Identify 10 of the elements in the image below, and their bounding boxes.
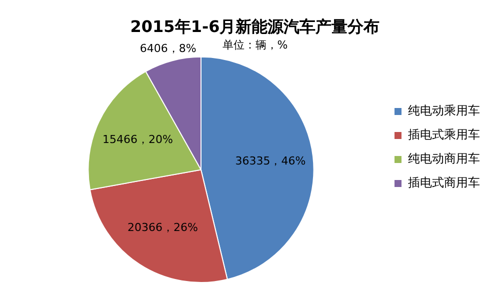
data-label: 36335，46%: [235, 154, 306, 168]
chart-subtitle: 单位：辆，%: [222, 38, 288, 52]
legend-label: 插电式乘用车: [408, 128, 480, 142]
chart-title: 2015年1-6月新能源汽车产量分布: [130, 16, 380, 36]
data-label: 20366，26%: [128, 221, 198, 234]
data-label: 6406，8%: [140, 42, 196, 55]
data-label: 15466，20%: [102, 132, 173, 146]
legend-label: 纯电动商用车: [408, 152, 480, 166]
legend-label: 插电式商用车: [408, 176, 480, 190]
legend-label: 纯电动乘用车: [408, 104, 480, 118]
